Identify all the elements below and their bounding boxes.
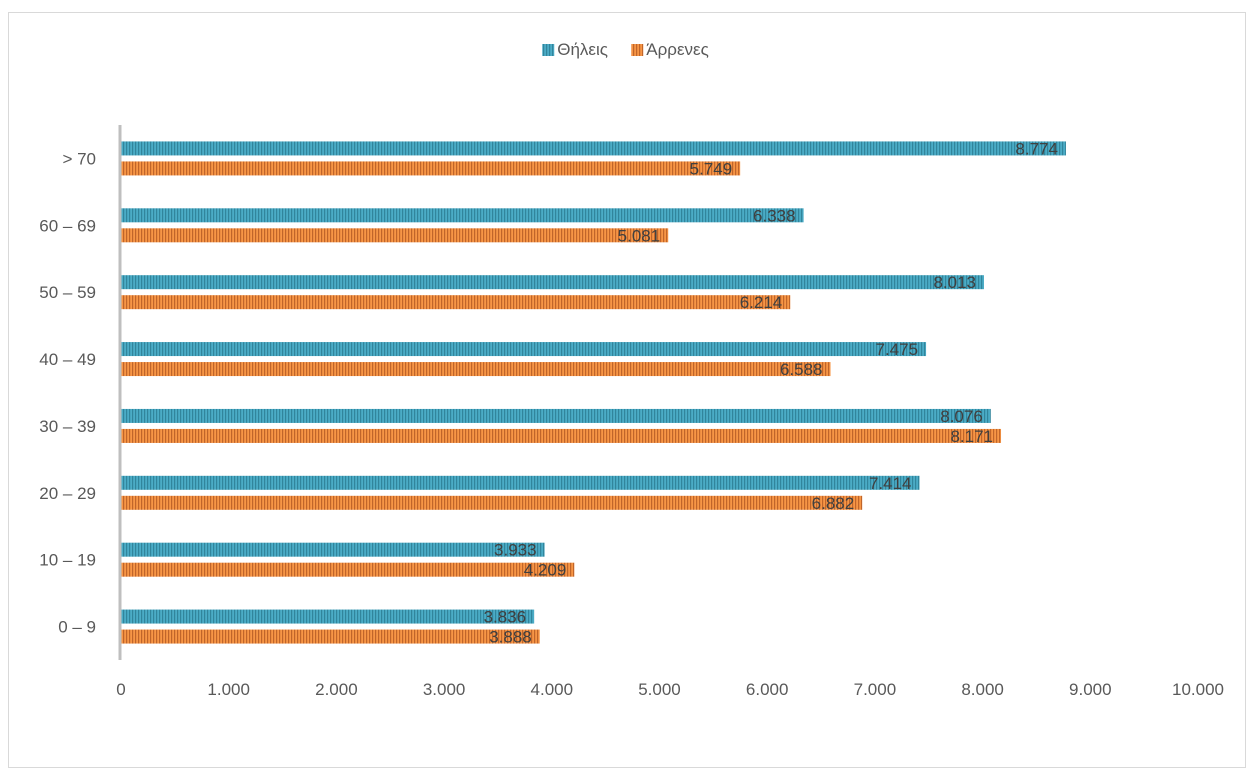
category-label: 20 – 29 <box>39 484 96 503</box>
bar-female <box>121 141 1066 156</box>
legend: Θήλεις Άρρενες <box>542 40 709 59</box>
bar-female <box>121 609 535 624</box>
data-label: 5.749 <box>690 159 733 178</box>
data-label: 6.338 <box>753 206 796 225</box>
bar-male <box>121 228 669 243</box>
category-label: 30 – 39 <box>39 417 96 436</box>
data-label: 7.414 <box>869 474 912 493</box>
category-label: 0 – 9 <box>58 618 96 637</box>
x-tick-label: 5.000 <box>638 680 681 699</box>
bar-female <box>121 342 927 357</box>
value-axis-labels: 0 1.000 2.000 3.000 4.000 5.000 6.000 7.000 8.00… <box>116 680 1224 699</box>
x-tick-label: 6.000 <box>746 680 789 699</box>
data-label: 8.013 <box>933 273 976 292</box>
bar-male <box>121 562 575 577</box>
legend-swatch <box>631 44 644 56</box>
data-label: 6.588 <box>780 360 823 379</box>
data-label: 8.774 <box>1015 139 1058 158</box>
bar-male <box>121 428 1002 443</box>
bar-male <box>121 629 540 644</box>
data-label: 8.076 <box>940 407 983 426</box>
data-label: 4.209 <box>524 561 567 580</box>
x-tick-label: 10.000 <box>1172 680 1224 699</box>
category-label: 60 – 69 <box>39 216 96 235</box>
bar-female <box>121 542 545 557</box>
data-label: 6.882 <box>812 494 855 513</box>
legend-label: Θήλεις <box>557 40 608 59</box>
x-tick-label: 0 <box>116 680 125 699</box>
category-axis-labels: 0 – 9 10 – 19 20 – 29 30 – 39 40 – 49 50 – 59… <box>39 149 96 636</box>
category-label: 40 – 49 <box>39 350 96 369</box>
bar-female <box>121 208 804 223</box>
legend-label: Άρρενες <box>646 40 709 59</box>
x-tick-label: 9.000 <box>1069 680 1112 699</box>
bar-female <box>121 275 985 290</box>
data-label: 7.475 <box>876 340 919 359</box>
x-tick-label: 8.000 <box>961 680 1004 699</box>
bar-female <box>121 408 991 423</box>
bars-group <box>121 141 1066 644</box>
legend-swatch <box>542 44 555 56</box>
data-label: 3.888 <box>489 628 532 647</box>
x-tick-label: 3.000 <box>423 680 466 699</box>
bar-male <box>121 161 741 176</box>
category-label: > 70 <box>62 149 96 168</box>
data-label: 3.933 <box>494 541 537 560</box>
x-tick-label: 2.000 <box>315 680 358 699</box>
x-tick-label: 1.000 <box>207 680 250 699</box>
bar-male <box>121 295 791 310</box>
data-label: 3.836 <box>484 608 527 627</box>
data-label: 5.081 <box>618 226 661 245</box>
data-label: 8.171 <box>950 427 993 446</box>
bar-male <box>121 362 831 377</box>
x-tick-label: 7.000 <box>854 680 897 699</box>
bar-male <box>121 495 863 510</box>
data-label: 6.214 <box>740 293 783 312</box>
bar-female <box>121 475 920 490</box>
category-label: 10 – 19 <box>39 551 96 570</box>
x-tick-label: 4.000 <box>531 680 574 699</box>
category-label: 50 – 59 <box>39 283 96 302</box>
